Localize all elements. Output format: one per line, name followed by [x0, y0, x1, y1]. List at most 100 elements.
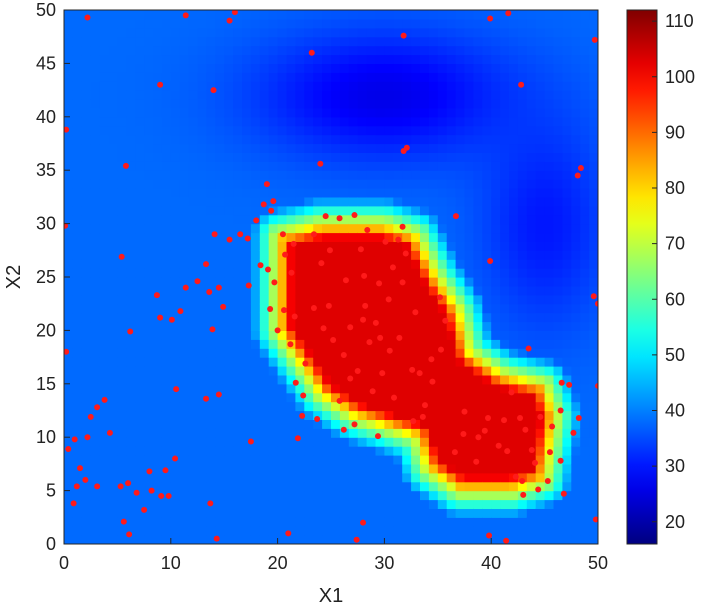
sample-point [73, 483, 80, 490]
heat-cell [455, 401, 466, 412]
sample-point [215, 284, 222, 291]
sample-point [308, 49, 315, 56]
heat-cell [206, 259, 216, 269]
heat-cell [268, 27, 279, 38]
heat-cell [197, 499, 207, 509]
heat-cell [242, 250, 252, 260]
heat-cell [411, 303, 421, 314]
heat-cell [188, 437, 199, 447]
heat-cell [197, 374, 207, 385]
heat-cell [348, 134, 359, 145]
heat-cell [224, 90, 234, 100]
heat-cell [215, 72, 225, 82]
heat-cell [90, 366, 101, 376]
heat-cell [277, 401, 288, 412]
heat-cell [170, 232, 181, 242]
heat-cell [411, 535, 421, 544]
heat-cell [366, 107, 377, 118]
heat-cell [81, 27, 92, 38]
heat-cell [571, 268, 581, 278]
heat-cell [126, 196, 136, 207]
heat-cell [464, 196, 474, 207]
heat-cell [553, 223, 563, 234]
heat-cell [428, 27, 439, 38]
heat-cell [153, 535, 163, 544]
heat-cell [322, 232, 332, 242]
heat-cell [295, 72, 305, 82]
heat-cell [562, 241, 572, 251]
heat-cell [411, 179, 421, 189]
heat-cell [428, 294, 439, 305]
heat-cell [411, 419, 421, 429]
heat-cell [277, 205, 288, 216]
heat-cell [99, 455, 110, 465]
heat-cell [90, 472, 101, 483]
heat-cell [179, 205, 190, 216]
heat-cell [224, 268, 234, 278]
heat-cell [64, 526, 74, 536]
heat-cell [500, 508, 510, 518]
heat-cell [161, 214, 172, 225]
heat-cell [437, 392, 448, 403]
heat-cell [90, 10, 101, 20]
heat-cell [277, 214, 288, 225]
heat-cell [313, 401, 323, 412]
heat-cell [339, 179, 350, 189]
heat-cell [509, 63, 519, 73]
heat-cell [544, 401, 555, 412]
heat-cell [117, 36, 127, 47]
heat-cell [90, 517, 101, 527]
heat-cell [589, 188, 598, 198]
heat-cell [161, 188, 172, 198]
heat-cell [339, 259, 350, 269]
heat-cell [286, 463, 296, 474]
heat-cell [366, 45, 377, 56]
heat-cell [375, 188, 385, 198]
heat-cell [304, 410, 314, 420]
heat-cell [322, 196, 332, 207]
heat-cell [446, 455, 457, 465]
heat-cell [437, 54, 448, 64]
heat-cell [313, 312, 323, 323]
heat-cell [81, 410, 92, 420]
heat-cell [81, 277, 92, 287]
heat-cell [580, 179, 590, 189]
heat-cell [535, 152, 546, 162]
heat-cell [277, 27, 288, 38]
heat-cell [242, 330, 252, 340]
sample-point [281, 307, 288, 314]
heat-cell [215, 10, 225, 20]
heat-cell [117, 179, 127, 189]
heat-cell [215, 268, 225, 278]
heat-cell [188, 277, 199, 287]
heat-cell [491, 54, 501, 64]
heat-cell [277, 339, 288, 349]
heat-cell [420, 63, 430, 73]
heat-cell [339, 45, 350, 56]
heat-cell [215, 321, 225, 331]
heat-cell [517, 10, 528, 20]
heat-cell [90, 36, 101, 47]
heat-cell [313, 455, 323, 465]
heat-cell [402, 410, 412, 420]
heat-cell [464, 321, 474, 331]
heat-cell [500, 223, 510, 234]
heat-cell [117, 490, 127, 501]
heat-cell [286, 446, 296, 456]
heat-cell [64, 54, 74, 64]
heat-cell [224, 250, 234, 260]
heat-cell [553, 383, 563, 394]
heat-cell [366, 526, 377, 536]
heat-cell [64, 517, 74, 527]
heat-cell [117, 277, 127, 287]
heat-cell [393, 499, 403, 509]
sample-point [351, 212, 358, 219]
heat-cell [517, 134, 528, 145]
heat-cell [384, 499, 394, 509]
heat-cell [304, 250, 314, 260]
heat-cell [562, 490, 572, 501]
heat-cell [188, 312, 199, 323]
heat-cell [375, 143, 385, 153]
heat-cell [233, 36, 243, 47]
heat-cell [161, 357, 172, 367]
